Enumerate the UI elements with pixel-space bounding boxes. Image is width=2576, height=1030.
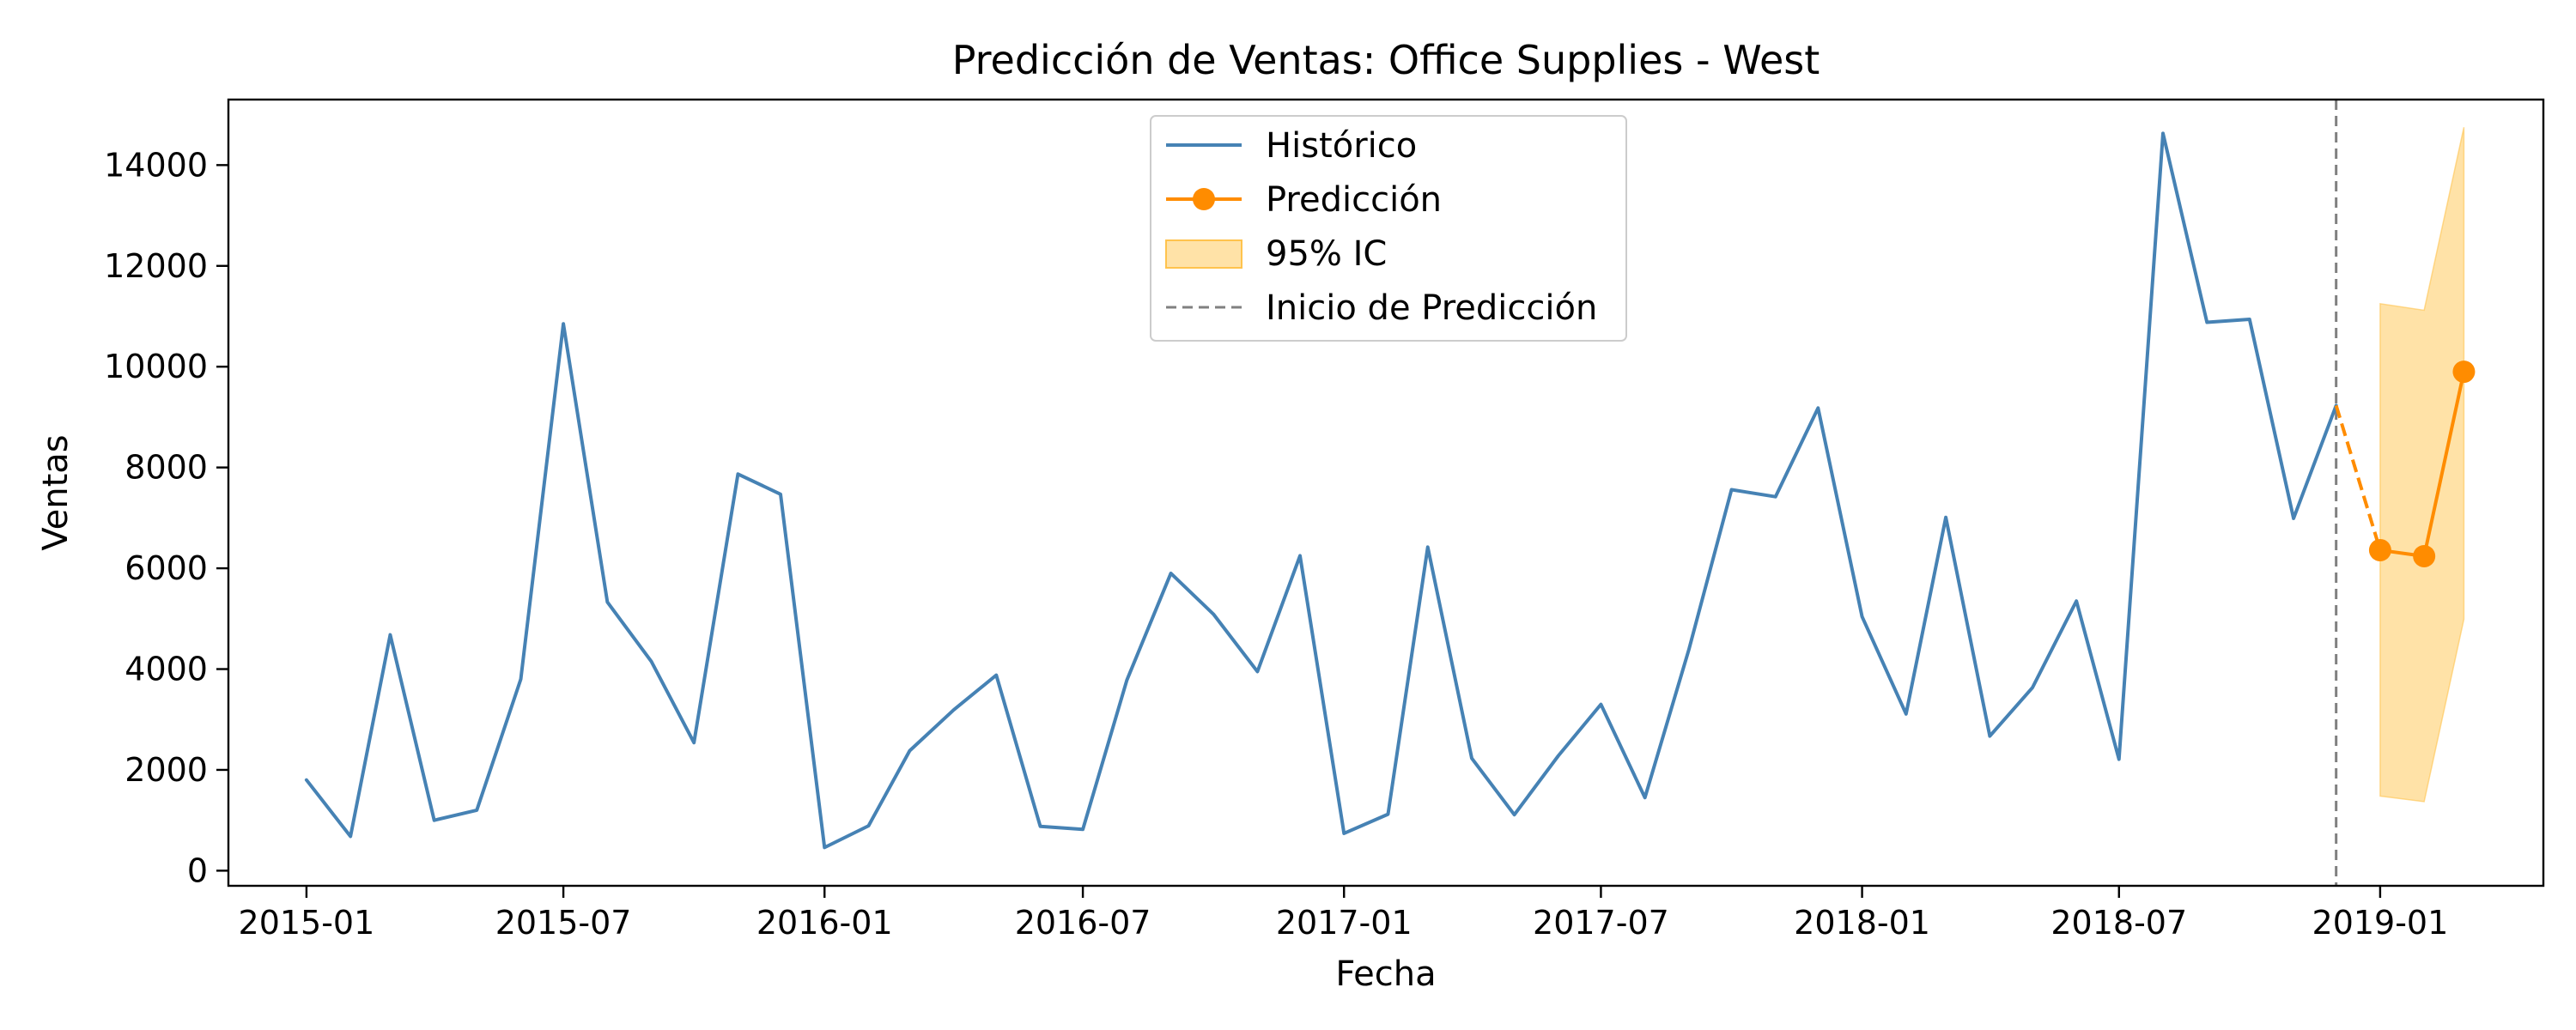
y-tick-label: 12000 [104, 247, 208, 285]
prediccion-point [2452, 360, 2476, 384]
y-tick-label: 14000 [104, 146, 208, 184]
y-tick-label: 6000 [125, 549, 208, 587]
series-layer [304, 131, 2476, 850]
legend-label-historico: Histórico [1266, 126, 1417, 166]
series-historico-line [304, 131, 2338, 850]
y-axis-label: Ventas [36, 434, 76, 550]
x-tick-label: 2019-01 [2312, 904, 2449, 942]
legend-swatch-ic [1165, 239, 1242, 269]
x-tick-label: 2017-01 [1276, 904, 1413, 942]
y-tick-label: 8000 [125, 449, 208, 487]
x-tick-label: 2015-01 [239, 904, 375, 942]
legend: Histórico Predicción 95% IC Inicio de Pr… [1150, 115, 1627, 342]
y-tick-label: 10000 [104, 348, 208, 385]
legend-label-ic: 95% IC [1266, 234, 1387, 274]
y-tick-label: 4000 [125, 651, 208, 688]
y-axis: 0 2000 4000 6000 8000 10000 12000 14000 [104, 146, 228, 889]
confidence-band-layer [2379, 127, 2465, 803]
legend-box [1150, 115, 1627, 342]
legend-swatch-prediccion-marker [1193, 188, 1215, 210]
plot-frame [227, 98, 2545, 888]
prediction-connector [2334, 404, 2382, 551]
x-tick-label: 2017-07 [1533, 904, 1669, 942]
x-axis: 2015-01 2015-07 2016-01 2016-07 2017-01 2017-… [239, 886, 2449, 942]
confidence-band [2379, 127, 2465, 803]
y-tick-label: 0 [187, 851, 208, 889]
prediccion-point [2413, 544, 2436, 567]
legend-label-prediccion: Predicción [1266, 180, 1442, 220]
prediccion-point [2368, 538, 2391, 561]
x-axis-label: Fecha [1335, 954, 1436, 994]
x-tick-label: 2016-07 [1015, 904, 1151, 942]
x-tick-label: 2015-07 [495, 904, 632, 942]
x-tick-label: 2016-01 [756, 904, 893, 942]
x-tick-label: 2018-01 [1794, 904, 1930, 942]
chart-title: Predicción de Ventas: Office Supplies - … [952, 37, 1820, 83]
legend-label-inicio: Inicio de Predicción [1266, 288, 1597, 328]
x-tick-label: 2018-07 [2050, 904, 2187, 942]
y-tick-label: 2000 [125, 751, 208, 789]
